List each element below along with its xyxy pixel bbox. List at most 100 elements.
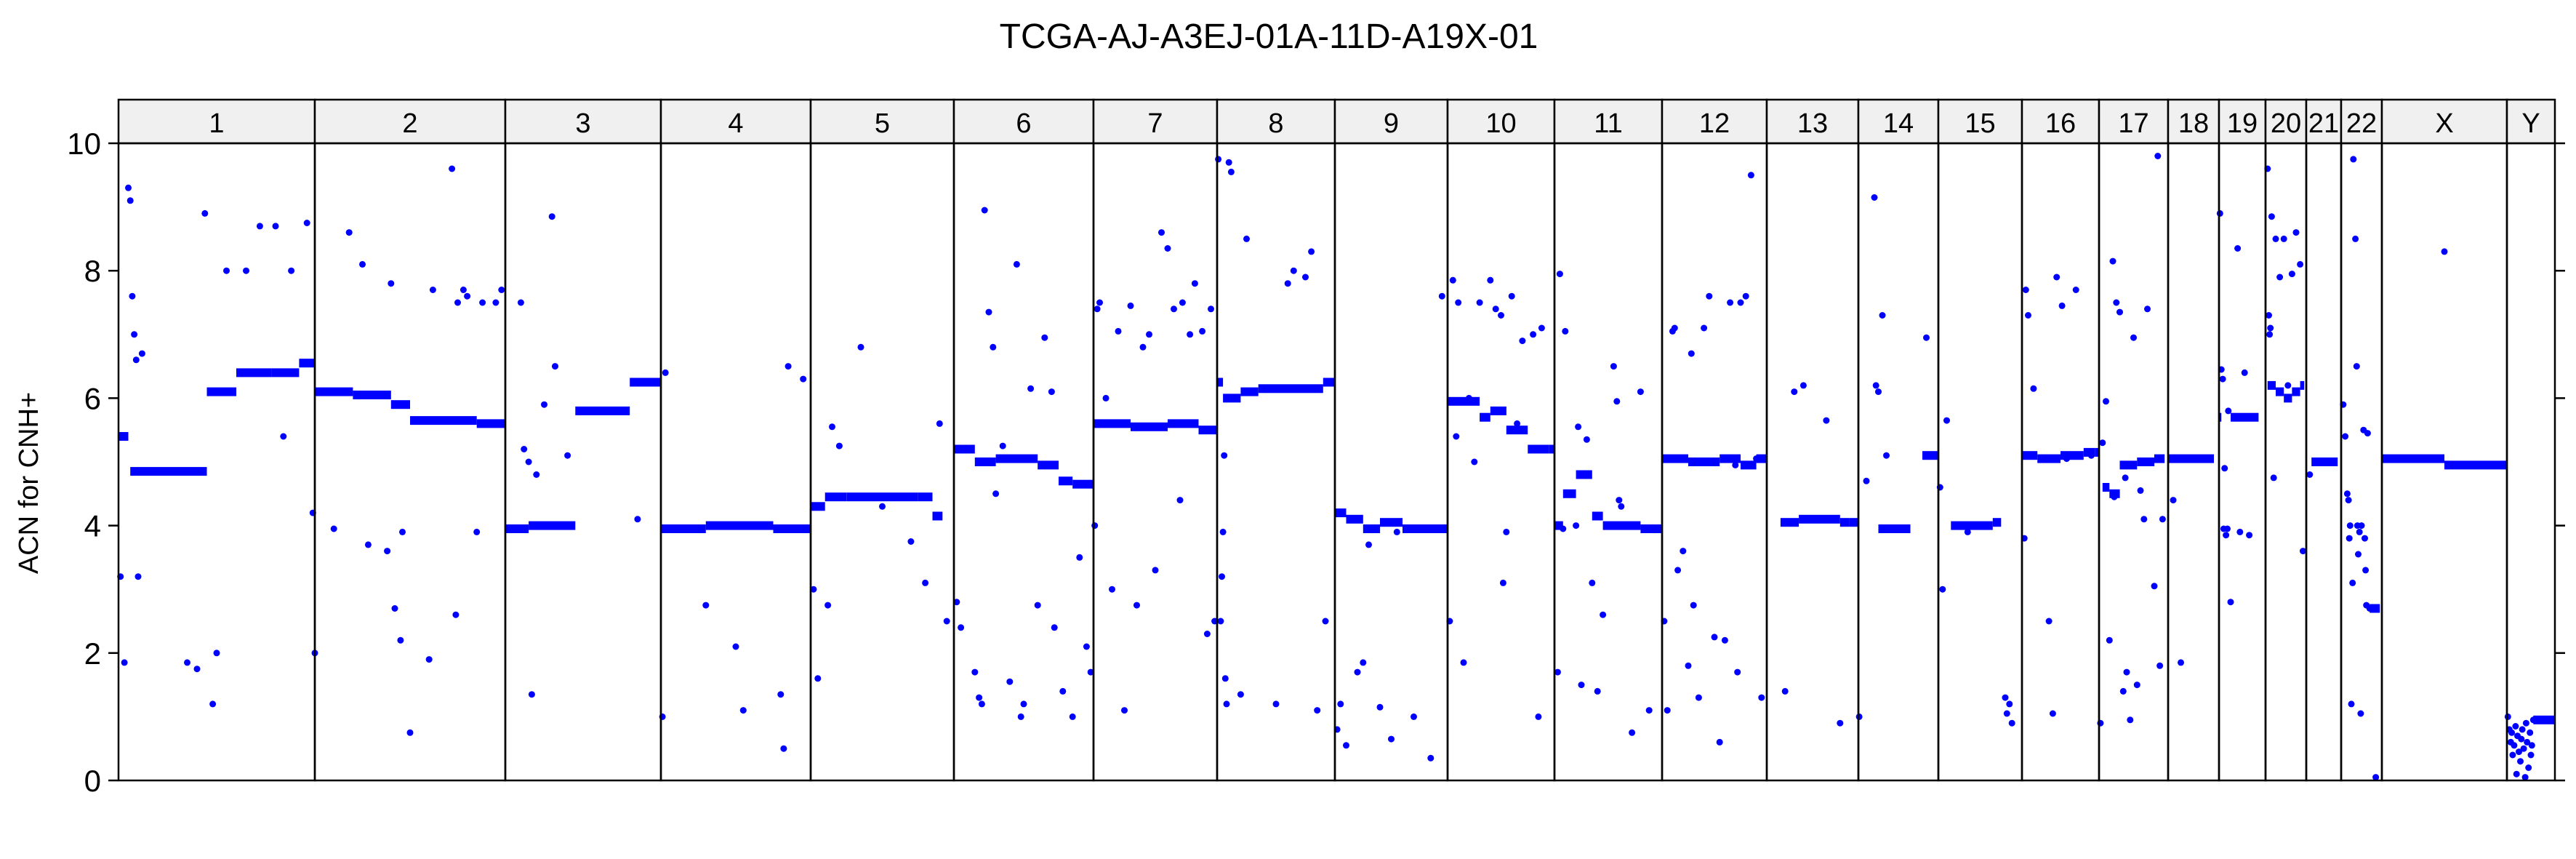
data-point: [2072, 287, 2079, 293]
segment-bar: [2444, 460, 2507, 470]
data-point: [399, 528, 406, 535]
data-point: [132, 356, 140, 364]
data-point: [2030, 385, 2037, 392]
data-point: [2300, 548, 2306, 555]
data-point: [1519, 337, 1526, 345]
segment-bar: [2109, 489, 2120, 498]
data-point: [2119, 687, 2127, 695]
data-point: [1076, 554, 1083, 561]
segment-bar: [1662, 454, 1688, 463]
segment-bar: [1059, 476, 1073, 486]
chromosome-strip-19: [2218, 98, 2267, 145]
data-point: [2266, 331, 2274, 338]
segment-bar: [661, 524, 706, 533]
chromosome-strip-16: [2021, 98, 2100, 145]
segment-bar: [1346, 514, 1363, 524]
segment-bar: [2292, 387, 2300, 396]
segment-bar: [1072, 479, 1094, 489]
data-point: [552, 363, 558, 370]
chromosome-panel-13: [1765, 142, 1860, 782]
data-point: [1091, 522, 1099, 530]
segment-bar: [1480, 412, 1490, 422]
data-point: [2527, 729, 2534, 736]
data-point: [1302, 273, 1309, 281]
segment-bar: [2284, 393, 2292, 403]
data-point: [1721, 636, 1728, 644]
data-point: [1449, 276, 1456, 284]
data-point: [2357, 710, 2364, 717]
data-point: [634, 516, 641, 523]
y-tick-label: 2: [84, 636, 101, 671]
data-point: [2221, 465, 2228, 472]
chromosome-panel-4: [659, 142, 812, 782]
data-point: [999, 442, 1006, 450]
chromosome-panel-7: [1092, 142, 1219, 782]
data-point: [1343, 742, 1349, 749]
data-point: [1438, 292, 1445, 300]
data-point: [1742, 292, 1749, 300]
data-point: [1354, 668, 1361, 676]
segment-bar: [1506, 425, 1528, 435]
segment-bar: [974, 458, 996, 466]
data-point: [2519, 726, 2526, 733]
data-point: [2372, 774, 2380, 781]
chromosome-strip-14: [1857, 98, 1940, 145]
data-point: [1734, 668, 1741, 676]
chromosome-strip-11: [1553, 98, 1664, 145]
data-point: [1637, 388, 1644, 396]
data-point: [829, 423, 835, 431]
data-point: [2122, 474, 2129, 482]
data-point: [201, 209, 209, 217]
chromosome-strip-8: [1216, 98, 1336, 145]
data-point: [1171, 305, 1177, 313]
segment-bar: [1363, 524, 1381, 533]
segment-bar: [1038, 460, 1059, 470]
segment-bar: [236, 368, 272, 377]
data-point: [1737, 299, 1744, 306]
chromosome-label-4: 4: [728, 108, 743, 139]
segment-bar: [271, 368, 300, 377]
data-point: [1158, 229, 1165, 236]
segment-bar: [1168, 419, 1199, 428]
data-point: [2346, 522, 2354, 530]
data-point: [1685, 662, 1692, 669]
data-point: [2509, 751, 2516, 759]
data-point: [785, 363, 792, 370]
data-point: [1308, 248, 1315, 255]
data-point: [1680, 548, 1687, 555]
data-point: [1583, 436, 1590, 443]
data-point: [1701, 324, 1708, 332]
chromosome-panel-19: [2218, 142, 2267, 782]
data-point: [2137, 487, 2144, 494]
data-point: [2528, 742, 2535, 749]
data-point: [2008, 719, 2015, 727]
segment-bar: [1335, 508, 1347, 518]
segment-bar: [1554, 521, 1563, 530]
segment-bar: [299, 359, 315, 368]
data-point: [1146, 331, 1152, 338]
segment-bar: [2095, 447, 2099, 457]
data-point: [1508, 292, 1515, 300]
data-point: [971, 668, 979, 676]
segment-bar: [1240, 387, 1259, 396]
data-point: [2364, 430, 2371, 437]
data-point: [1487, 276, 1494, 284]
data-point: [2116, 308, 2123, 316]
data-point: [2524, 738, 2531, 746]
data-point: [1727, 299, 1734, 306]
segment-bar: [1799, 514, 1840, 524]
data-point: [2270, 474, 2277, 482]
segment-bar: [206, 387, 236, 396]
data-point: [1674, 567, 1682, 574]
data-point: [2140, 516, 2148, 523]
chromosome-panel-10: [1446, 142, 1556, 782]
data-point: [2053, 273, 2061, 281]
data-point: [1732, 461, 1739, 468]
data-point: [464, 292, 471, 300]
y-tick-label: 10: [67, 127, 101, 161]
data-point: [2342, 433, 2349, 440]
data-point: [1460, 659, 1467, 666]
chromosome-label-5: 5: [875, 108, 890, 139]
data-point: [1758, 694, 1765, 701]
data-point: [1671, 324, 1678, 332]
